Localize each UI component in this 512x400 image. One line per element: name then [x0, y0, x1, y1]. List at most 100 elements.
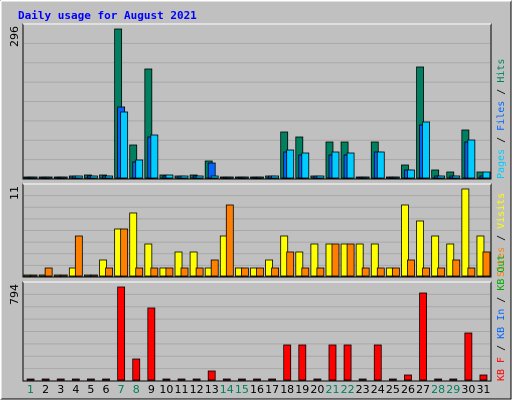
- bar: [391, 176, 400, 179]
- bar: [419, 292, 427, 381]
- bar: [407, 169, 415, 179]
- bar: [346, 152, 355, 179]
- bar: [189, 251, 198, 277]
- bar: [150, 134, 159, 179]
- bar: [105, 267, 113, 277]
- x-tick-label: 29: [446, 383, 460, 396]
- bar: [207, 370, 216, 381]
- bar: [301, 152, 310, 179]
- x-tick-label: 11: [175, 383, 189, 396]
- legend-entry: KB Out: [496, 255, 507, 291]
- x-tick-label: 19: [295, 383, 309, 396]
- bar: [90, 274, 98, 277]
- bar: [74, 175, 83, 179]
- bar: [310, 243, 319, 277]
- bar: [295, 251, 304, 277]
- bar: [391, 267, 400, 277]
- bar: [120, 111, 129, 179]
- panel-visits-sites: 11 Sites / Visits: [8, 183, 507, 278]
- bar: [437, 267, 446, 277]
- bar: [331, 243, 340, 277]
- bar: [464, 332, 473, 381]
- x-tick-label: 15: [235, 383, 249, 396]
- y-max-label: 794: [8, 284, 21, 305]
- x-tick-label: 16: [250, 383, 264, 396]
- bar: [376, 267, 385, 277]
- x-tick-label: 4: [72, 383, 79, 396]
- bar: [286, 149, 295, 179]
- bar: [461, 188, 470, 277]
- bar: [434, 378, 443, 381]
- bar: [174, 251, 183, 277]
- bar: [467, 267, 476, 277]
- legend-entry: /: [496, 83, 507, 101]
- x-tick-label: 3: [57, 383, 64, 396]
- x-tick-label: 1: [27, 383, 34, 396]
- bar: [241, 267, 249, 277]
- bar: [298, 344, 307, 381]
- bar: [117, 286, 126, 381]
- bar: [361, 267, 370, 277]
- bar: [422, 121, 430, 179]
- bar: [135, 267, 144, 277]
- series-visits: [23, 188, 485, 277]
- bar: [129, 212, 138, 277]
- bar: [132, 358, 141, 381]
- x-tick-label: 8: [133, 383, 140, 396]
- bar: [41, 378, 50, 381]
- bar: [361, 176, 370, 179]
- bar: [135, 159, 144, 179]
- x-tick-label: 30: [461, 383, 475, 396]
- legend-entry: Pages: [496, 149, 507, 179]
- bar: [346, 243, 355, 277]
- bar: [105, 175, 113, 179]
- x-tick-label: 25: [386, 383, 400, 396]
- x-tick-label: 5: [87, 383, 94, 396]
- bar: [388, 378, 397, 381]
- bar: [283, 344, 292, 381]
- bar: [268, 378, 276, 381]
- x-tick-label: 23: [356, 383, 370, 396]
- x-tick-label: 7: [118, 383, 125, 396]
- bar: [482, 251, 491, 277]
- legend-entry: Files: [496, 101, 507, 131]
- bar: [210, 259, 219, 277]
- bar: [452, 259, 461, 277]
- x-tick-label: 10: [159, 383, 173, 396]
- x-tick-label: 27: [416, 383, 430, 396]
- x-tick-label: 21: [325, 383, 339, 396]
- bar: [370, 243, 379, 277]
- x-tick-label: 26: [401, 383, 415, 396]
- bar: [253, 378, 261, 381]
- bar: [120, 228, 129, 277]
- bar: [271, 267, 279, 277]
- x-tick-label: 18: [280, 383, 294, 396]
- series-kb-f: [26, 286, 488, 381]
- series-pages: [29, 111, 491, 179]
- bar: [90, 175, 98, 179]
- bar: [401, 204, 409, 277]
- bar: [29, 176, 38, 179]
- bar: [373, 344, 382, 381]
- x-tick-label: 31: [476, 383, 490, 396]
- bar: [192, 378, 201, 381]
- legend-entry: KB In: [496, 309, 507, 339]
- x-tick-label: 13: [205, 383, 219, 396]
- bar: [316, 175, 325, 179]
- bar: [358, 378, 367, 381]
- panel-hits-files-pages: 296 Pages / Files / Hits: [8, 23, 507, 180]
- bar: [479, 374, 488, 381]
- bar: [44, 176, 53, 179]
- bar: [328, 344, 337, 381]
- x-tick-label: 9: [148, 383, 155, 396]
- bar: [147, 307, 156, 381]
- bar: [225, 176, 234, 179]
- bar: [343, 344, 352, 381]
- bar: [407, 259, 415, 277]
- bar: [331, 151, 340, 179]
- bar: [162, 378, 171, 381]
- bar: [313, 378, 322, 381]
- panel-legend: Sites / Visits: [496, 193, 507, 277]
